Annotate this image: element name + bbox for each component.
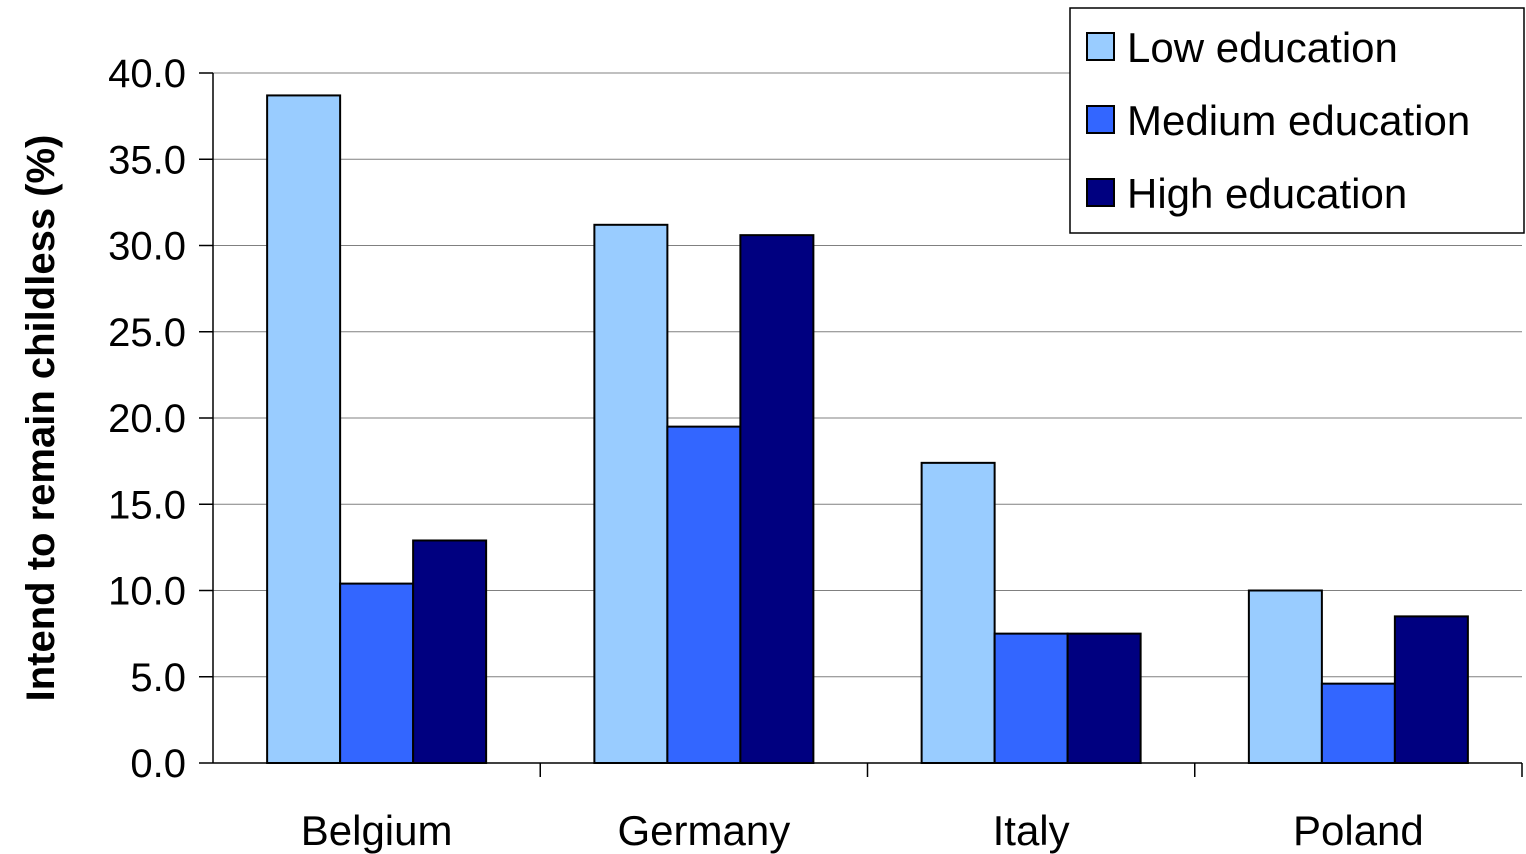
y-tick-label: 40.0: [108, 52, 186, 96]
x-category-labels: Belgium Germany Italy Poland: [301, 807, 1424, 854]
bar-poland-medium-education: [1320, 682, 1396, 765]
bar-italy-low-education: [920, 461, 996, 764]
bar-belgium-medium-education: [339, 582, 415, 764]
y-axis-label: Intend to remain childless (%): [19, 135, 63, 702]
y-tick-label: 20.0: [108, 397, 186, 441]
x-category-label: Poland: [1293, 807, 1424, 854]
bars: [266, 94, 1469, 765]
y-tick-labels: 0.0 5.0 10.0 15.0 20.0 25.0 30.0 35.0 40.0: [108, 52, 186, 786]
bar-germany-high-education: [739, 234, 815, 764]
y-tick-label: 15.0: [108, 483, 186, 527]
legend-swatch: [1086, 105, 1115, 134]
y-tick-label: 30.0: [108, 225, 186, 269]
y-tick-label: 25.0: [108, 311, 186, 355]
legend-label: Low education: [1127, 24, 1398, 71]
x-category-label: Italy: [993, 807, 1070, 854]
legend-swatch: [1086, 32, 1115, 61]
bar-italy-medium-education: [993, 632, 1069, 764]
y-tick-label: 5.0: [130, 656, 186, 700]
bar-poland-high-education: [1393, 615, 1469, 764]
legend: Low education Medium education High educat…: [1069, 7, 1525, 234]
x-category-label: Germany: [618, 807, 791, 854]
legend-label: High education: [1127, 170, 1407, 217]
bar-italy-high-education: [1066, 632, 1142, 764]
bar-germany-low-education: [593, 223, 669, 765]
axes: [199, 72, 1523, 777]
legend-swatch: [1086, 178, 1115, 207]
x-category-label: Belgium: [301, 807, 453, 854]
legend-box: [1069, 7, 1525, 234]
legend-label: Medium education: [1127, 97, 1470, 144]
y-tick-label: 35.0: [108, 138, 186, 182]
bar-belgium-high-education: [412, 539, 488, 764]
y-tick-label: 0.0: [130, 742, 186, 786]
bar-poland-low-education: [1247, 589, 1323, 764]
y-tick-label: 10.0: [108, 570, 186, 614]
bar-belgium-low-education: [266, 94, 342, 765]
bar-germany-medium-education: [666, 425, 742, 764]
